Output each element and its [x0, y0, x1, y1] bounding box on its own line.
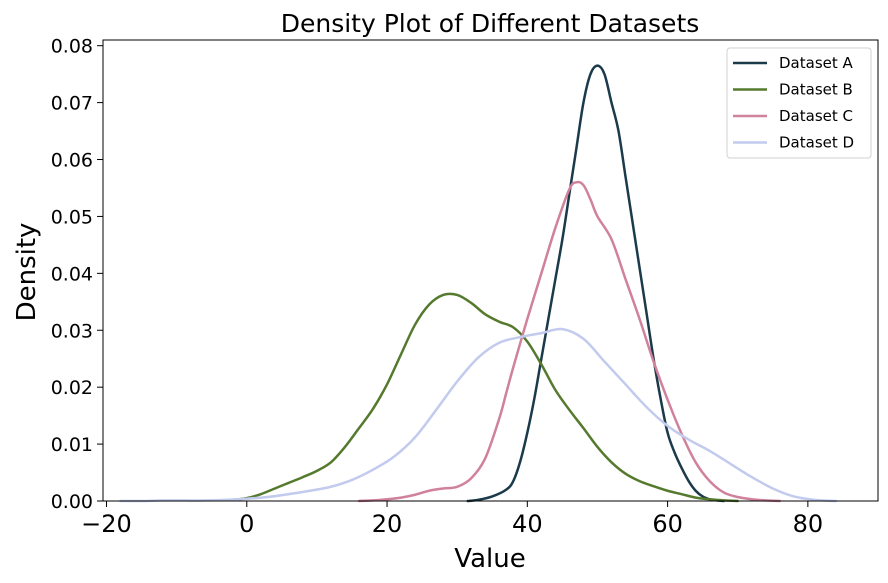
legend-label: Dataset C	[779, 107, 853, 125]
legend-box	[726, 47, 872, 159]
x-tick-label: 0	[239, 510, 254, 538]
x-tick-label: 80	[793, 510, 824, 538]
legend: Dataset A Dataset B Dataset C Dataset D	[726, 47, 872, 159]
y-tick-label: 0.06	[51, 150, 93, 172]
x-axis-label: Value	[454, 544, 525, 574]
x-axis: −20 0 20 40 60 80	[81, 501, 823, 538]
x-tick-label: 60	[652, 510, 683, 538]
legend-label: Dataset A	[779, 54, 854, 72]
series-line-3	[357, 180, 782, 503]
chart-title: Density Plot of Different Datasets	[281, 9, 700, 38]
y-tick-label: 0.07	[51, 93, 93, 115]
x-tick-label: 20	[372, 510, 403, 538]
x-tick-label: −20	[81, 510, 132, 538]
y-tick-label: 0.04	[51, 263, 93, 285]
y-tick-label: 0.08	[51, 36, 93, 58]
y-tick-label: 0.03	[51, 320, 93, 342]
y-tick-label: 0.01	[51, 434, 93, 456]
series-line-4	[119, 327, 838, 503]
series-lines	[119, 64, 838, 503]
series-line-2	[231, 292, 739, 503]
y-axis: 0.00 0.01 0.02 0.03 0.04 0.05 0.06 0.07 0.08	[51, 36, 103, 513]
series-line-1	[466, 64, 725, 503]
y-tick-label: 0.05	[51, 206, 93, 228]
x-tick-label: 40	[512, 510, 543, 538]
legend-label: Dataset D	[779, 134, 854, 152]
legend-label: Dataset B	[779, 81, 853, 99]
y-tick-label: 0.02	[51, 377, 93, 399]
plot-area	[102, 39, 879, 502]
y-axis-label: Density	[12, 223, 42, 322]
y-tick-label: 0.00	[51, 491, 93, 513]
